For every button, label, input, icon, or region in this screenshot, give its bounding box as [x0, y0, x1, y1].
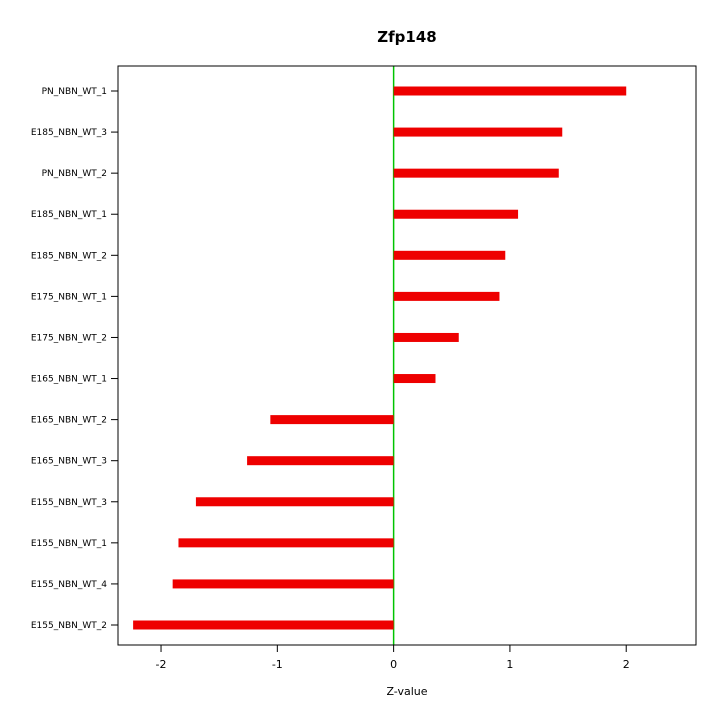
y-tick-label: PN_NBN_WT_1: [42, 87, 107, 97]
x-tick-label: -2: [156, 658, 167, 671]
bar: [393, 332, 459, 342]
x-tick-label: 0: [390, 658, 397, 671]
bar: [270, 415, 394, 425]
bar: [393, 86, 627, 96]
bar: [393, 374, 436, 384]
x-tick-label: 1: [506, 658, 513, 671]
y-tick-label: E165_NBN_WT_1: [31, 375, 107, 385]
chart-title: Zfp148: [377, 28, 436, 46]
y-tick-label: E175_NBN_WT_2: [31, 333, 107, 343]
y-tick-label: E175_NBN_WT_1: [31, 292, 107, 302]
plot-area: -2 -1 0 1 2 PN_NBN_WT_1 E185_NBN_WT_3 PN_NBN_WT…: [31, 65, 697, 671]
y-tick-label: E185_NBN_WT_1: [31, 210, 107, 220]
y-tick-label: E165_NBN_WT_2: [31, 416, 107, 426]
bar: [178, 538, 394, 548]
y-tick-label: E165_NBN_WT_3: [31, 457, 107, 467]
y-tick-label: E155_NBN_WT_2: [31, 621, 107, 631]
bar: [172, 579, 394, 589]
y-tick-label: E185_NBN_WT_3: [31, 128, 107, 138]
plot-border: [117, 65, 697, 646]
y-tick-label: E185_NBN_WT_2: [31, 251, 107, 261]
x-axis-label: Z-value: [386, 685, 427, 698]
bar: [393, 291, 500, 301]
x-tick-label: 2: [623, 658, 630, 671]
y-tick-label: PN_NBN_WT_2: [42, 169, 107, 179]
y-tick-label: E155_NBN_WT_4: [31, 580, 107, 590]
bar: [393, 168, 559, 178]
y-tick-label: E155_NBN_WT_3: [31, 498, 107, 508]
x-tick-label: -1: [272, 658, 283, 671]
bar: [133, 620, 394, 630]
bar: [393, 250, 506, 260]
bar: [393, 209, 519, 219]
bar: [247, 456, 394, 466]
bar: [195, 497, 394, 507]
bar: [393, 127, 563, 137]
y-tick-label: E155_NBN_WT_1: [31, 539, 107, 549]
